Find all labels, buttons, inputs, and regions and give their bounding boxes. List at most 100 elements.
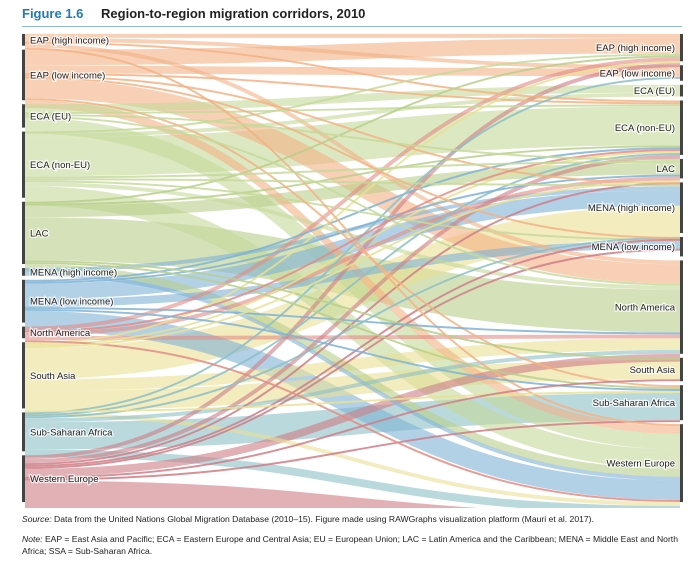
flow-western-europe-to-mena-high-income [24,238,681,467]
right-label-western-europe: Western Europe [607,459,675,470]
flow-western-europe-to-south-asia [24,379,681,479]
flow-mena-low-income-to-eca-non-eu [24,147,681,282]
flow-lac-to-sub-saharan-africa [24,262,681,390]
note-text: EAP = East Asia and Pacific; ECA = Easte… [22,534,678,556]
flow-lac-to-south-asia [24,260,681,360]
note-label: Note: [22,534,43,544]
flow-sub-saharan-africa-to-eap-low-income [24,76,681,415]
left-node-north-america [22,326,25,339]
flow-sub-saharan-africa-to-mena-high-income [24,236,681,419]
flow-eap-high-income-to-eap-low-income [24,37,681,70]
source-text: Data from the United Nations Global Migr… [54,514,594,524]
flow-south-asia-to-eap-high-income [24,61,681,345]
flow-western-europe-to-mena-low-income [24,248,681,469]
flow-mena-high-income-to-western-europe [24,271,681,481]
left-label-western-europe: Western Europe [30,474,98,485]
flow-eap-low-income-to-eca-non-eu [24,73,681,105]
flow-eap-high-income-to-north-america [24,43,681,265]
region-nodes [22,34,683,502]
right-label-mena-high-income: MENA (high income) [588,203,675,214]
flow-lac-to-western-europe [24,264,681,477]
flow-eca-non-eu-to-mena-high-income [24,178,681,187]
flow-mena-low-income-to-western-europe [24,310,681,501]
flow-eap-low-income-to-mena-high-income [24,74,681,185]
flow-eca-non-eu-to-eca-non-eu [24,106,681,177]
left-node-eca-non-eu [22,131,25,198]
right-node-south-asia [680,357,683,382]
left-node-western-europe [22,455,25,502]
flow-north-america-to-eca-non-eu [24,149,681,333]
flow-eca-non-eu-to-lac [24,160,681,179]
flow-south-asia-to-sub-saharan-africa [24,391,681,413]
flow-south-asia-to-north-america [24,338,681,391]
right-label-eap-high-income: EAP (high income) [596,43,675,54]
flow-eca-non-eu-to-mena-low-income [24,180,681,241]
left-node-eap-high-income [22,34,25,46]
flow-western-europe-to-eap-high-income [24,63,681,460]
right-node-eap-high-income [680,34,683,62]
left-node-eap-low-income [22,49,25,101]
flow-eca-eu-to-lac [24,113,681,161]
right-node-eca-non-eu [680,100,683,155]
flow-eca-eu-to-eca-eu [24,84,681,113]
flow-eap-low-income-to-mena-low-income [24,76,681,239]
left-label-mena-low-income: MENA (low income) [30,297,113,308]
right-node-eca-eu [680,84,683,97]
flow-mena-low-income-to-lac [24,174,681,284]
title-divider [22,26,682,27]
right-node-mena-low-income [680,236,683,257]
flow-western-europe-to-western-europe [24,480,479,508]
right-node-eap-low-income [680,65,683,81]
flow-links [24,34,681,508]
flow-eap-low-income-to-western-europe [24,100,681,434]
right-label-lac: LAC [657,164,676,175]
right-label-mena-low-income: MENA (low income) [592,242,675,253]
region-labels: EAP (high income) EAP (low income) ECA (EU… [29,34,677,486]
flow-south-asia-to-western-europe [24,412,681,506]
flow-eca-eu-to-eca-non-eu [24,104,681,114]
right-node-sub-saharan-africa [680,385,683,421]
abbreviation-note: Note: EAP = East Asia and Pacific; ECA =… [22,533,690,557]
left-node-eca-eu [22,104,25,128]
figure-header: Figure 1.6 Region-to-region migration co… [22,6,365,21]
flow-eap-low-income-to-sub-saharan-africa [24,98,681,388]
left-node-south-asia [22,342,25,409]
right-label-eap-low-income: EAP (low income) [600,69,675,80]
flow-eap-high-income-to-western-europe [24,47,681,427]
left-node-sub-saharan-africa [22,412,25,452]
right-node-western-europe [680,424,683,502]
flow-sub-saharan-africa-to-eca-non-eu [24,153,681,417]
flow-sub-saharan-africa-to-north-america [24,349,681,423]
flow-eca-non-eu-to-eap-high-income [24,53,681,134]
flow-north-america-to-western-europe [24,340,681,502]
flow-south-asia-to-lac [24,180,681,349]
flow-western-europe-to-sub-saharan-africa [24,420,681,481]
flow-north-america-to-eap-high-income [24,57,681,331]
left-label-lac: LAC [30,228,49,239]
flow-north-america-to-lac [24,176,681,337]
figure-number: Figure 1.6 [22,6,84,21]
flow-eca-eu-to-north-america [24,115,681,286]
sankey-chart: EAP (high income) EAP (low income) ECA (EU… [22,34,683,508]
left-label-sub-saharan-africa: Sub-Saharan Africa [30,427,113,438]
flow-eap-high-income-to-eca-non-eu [24,41,681,103]
left-node-lac [22,201,25,264]
right-label-eca-eu: ECA (EU) [634,86,675,97]
left-label-north-america: North America [30,328,91,339]
left-label-south-asia: South Asia [30,371,76,382]
figure-title: Region-to-region migration corridors, 20… [101,6,366,21]
flow-lac-to-lac [24,162,681,218]
flow-western-europe-to-north-america [24,353,681,477]
flow-western-europe-to-lac [24,182,681,466]
right-label-eca-non-eu: ECA (non-EU) [615,123,675,134]
left-label-eca-non-eu: ECA (non-EU) [30,160,90,171]
right-label-sub-saharan-africa: Sub-Saharan Africa [593,398,676,409]
right-label-north-america: North America [615,303,676,314]
source-label: Source: [22,514,52,524]
left-node-mena-low-income [22,279,25,323]
left-label-eap-high-income: EAP (high income) [30,35,109,46]
source-note: Source: Data from the United Nations Glo… [22,513,692,525]
left-label-mena-high-income: MENA (high income) [30,267,117,278]
right-label-south-asia: South Asia [630,365,676,376]
flow-lac-to-eca-non-eu [24,145,681,206]
